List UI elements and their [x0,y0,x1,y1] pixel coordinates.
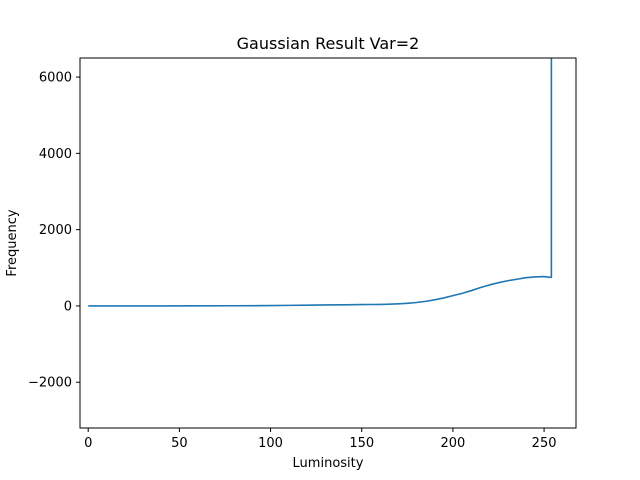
series-layer [88,58,553,307]
series-line-0 [88,58,553,307]
y-tick-label-1: 0 [64,299,72,314]
y-axis: −2000 0 2000 4000 6000 [28,71,80,391]
x-tick-label-4: 200 [440,436,465,451]
y-tick-label-0: −2000 [28,376,72,391]
x-axis: 0 50 100 150 200 250 [84,428,557,451]
x-tick-label-2: 100 [258,436,283,451]
y-tick-label-4: 6000 [39,71,72,86]
x-axis-label: Luminosity [293,456,364,471]
plot-area [79,57,577,429]
x-tick-label-5: 250 [532,436,557,451]
plot-frame [79,57,577,429]
chart-title: Gaussian Result Var=2 [237,34,420,53]
x-tick-label-1: 50 [171,436,188,451]
y-axis-label: Frequency [5,209,20,276]
y-tick-label-2: 2000 [39,223,72,238]
x-tick-label-3: 150 [349,436,374,451]
x-tick-label-0: 0 [84,436,92,451]
y-tick-label-3: 4000 [39,147,72,162]
